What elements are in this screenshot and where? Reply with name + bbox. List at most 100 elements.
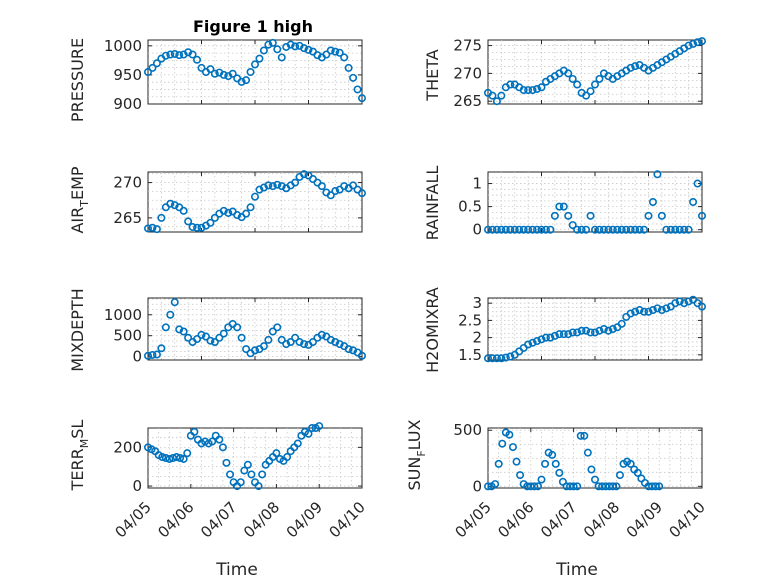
data-point <box>331 337 340 346</box>
data-point <box>576 431 585 440</box>
data-point <box>501 353 510 362</box>
data-point <box>497 354 506 363</box>
y-axis-label: RAINFALL <box>423 166 442 241</box>
data-point <box>206 65 215 74</box>
data-point <box>604 225 613 234</box>
data-point <box>599 225 608 234</box>
data-point <box>653 304 662 313</box>
data-point <box>179 327 188 336</box>
data-point <box>644 307 653 316</box>
series-markers <box>144 422 324 491</box>
data-point <box>550 211 559 220</box>
data-point <box>501 225 510 234</box>
data-point <box>179 206 188 215</box>
data-point <box>166 199 175 208</box>
data-point <box>175 325 184 334</box>
data-point <box>273 180 282 189</box>
data-point <box>224 208 233 217</box>
data-point <box>622 225 631 234</box>
data-point <box>537 475 546 484</box>
axes-frame <box>147 171 363 233</box>
data-point <box>595 225 604 234</box>
data-point <box>242 345 251 354</box>
data-point <box>608 324 617 333</box>
data-point <box>322 50 331 59</box>
y-tick-label: 900 <box>113 95 142 113</box>
data-point <box>512 457 521 466</box>
data-point <box>590 80 599 89</box>
data-point <box>206 218 215 227</box>
data-point <box>655 482 664 491</box>
data-point <box>295 337 304 346</box>
data-point <box>564 211 573 220</box>
y-tick-label: 1000 <box>104 37 142 55</box>
data-point <box>631 307 640 316</box>
y-axis-label: H2OMIXRA <box>423 287 442 373</box>
grid <box>148 40 362 104</box>
data-point <box>533 337 542 346</box>
data-point <box>226 470 235 479</box>
data-point <box>537 335 546 344</box>
data-point <box>488 354 497 363</box>
data-point <box>308 337 317 346</box>
series-markers <box>483 170 706 234</box>
data-point <box>268 327 277 336</box>
y-tick-label: 0 <box>472 477 482 495</box>
data-point <box>335 48 344 57</box>
data-point <box>590 475 599 484</box>
data-point <box>617 225 626 234</box>
data-point <box>612 482 621 491</box>
data-point <box>349 73 358 82</box>
data-point <box>170 49 179 58</box>
data-point <box>317 182 326 191</box>
y-tick-label: 270 <box>113 174 142 192</box>
data-point <box>210 213 219 222</box>
data-point <box>166 310 175 319</box>
data-point <box>349 346 358 355</box>
data-point <box>300 340 309 349</box>
data-point <box>586 328 595 337</box>
data-point <box>551 459 560 468</box>
data-point <box>580 431 589 440</box>
data-point <box>176 453 185 462</box>
data-point <box>152 350 161 359</box>
data-point <box>516 471 525 480</box>
data-point <box>201 332 210 341</box>
data-point <box>488 91 497 100</box>
data-point <box>148 350 157 359</box>
axes-3: 265 270 AIRTEMP <box>68 166 366 234</box>
data-point <box>675 297 684 306</box>
y-tick-label: 270 <box>453 64 482 82</box>
data-point <box>631 62 640 71</box>
data-point <box>671 225 680 234</box>
data-point <box>340 53 349 62</box>
data-point <box>528 338 537 347</box>
data-point <box>555 202 564 211</box>
data-point <box>158 453 167 462</box>
data-point <box>326 46 335 55</box>
y-axis-label-part: EMP <box>68 166 87 200</box>
data-point <box>317 330 326 339</box>
data-point <box>165 454 174 463</box>
data-point <box>587 465 596 474</box>
data-point <box>506 225 515 234</box>
data-point <box>492 354 501 363</box>
y-tick-label: 500 <box>113 327 142 345</box>
data-point <box>693 179 702 188</box>
y-tick-label: 265 <box>453 92 482 110</box>
data-point <box>357 189 366 198</box>
data-point <box>255 185 264 194</box>
y-tick-label: 0 <box>472 221 482 239</box>
data-point <box>680 299 689 308</box>
data-point <box>541 225 550 234</box>
data-point <box>210 69 219 78</box>
y-axis-label-part: T <box>78 200 91 208</box>
data-point <box>291 42 300 51</box>
data-point <box>157 213 166 222</box>
data-point <box>148 63 157 72</box>
data-point <box>564 330 573 339</box>
data-point <box>528 225 537 234</box>
data-point <box>246 203 255 212</box>
data-point <box>291 333 300 342</box>
y-tick-label: 1000 <box>104 306 142 324</box>
